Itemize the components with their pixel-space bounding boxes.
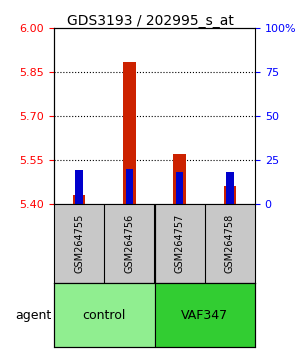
Text: GSM264758: GSM264758 bbox=[225, 214, 235, 273]
Text: VAF347: VAF347 bbox=[181, 309, 228, 321]
Bar bbox=[73, 195, 85, 204]
Text: GSM264757: GSM264757 bbox=[175, 214, 184, 273]
Text: control: control bbox=[82, 309, 126, 321]
Text: GSM264756: GSM264756 bbox=[124, 214, 134, 273]
Text: GSM264755: GSM264755 bbox=[74, 214, 84, 273]
Bar bbox=[126, 169, 133, 204]
Bar bbox=[75, 170, 83, 204]
Bar bbox=[123, 62, 136, 204]
Bar bbox=[173, 154, 186, 204]
Text: GDS3193 / 202995_s_at: GDS3193 / 202995_s_at bbox=[67, 14, 233, 28]
Text: agent: agent bbox=[15, 309, 52, 321]
Bar bbox=[176, 172, 183, 204]
FancyBboxPatch shape bbox=[54, 283, 154, 347]
Bar bbox=[226, 172, 234, 204]
Bar bbox=[224, 186, 236, 204]
FancyBboxPatch shape bbox=[154, 283, 255, 347]
